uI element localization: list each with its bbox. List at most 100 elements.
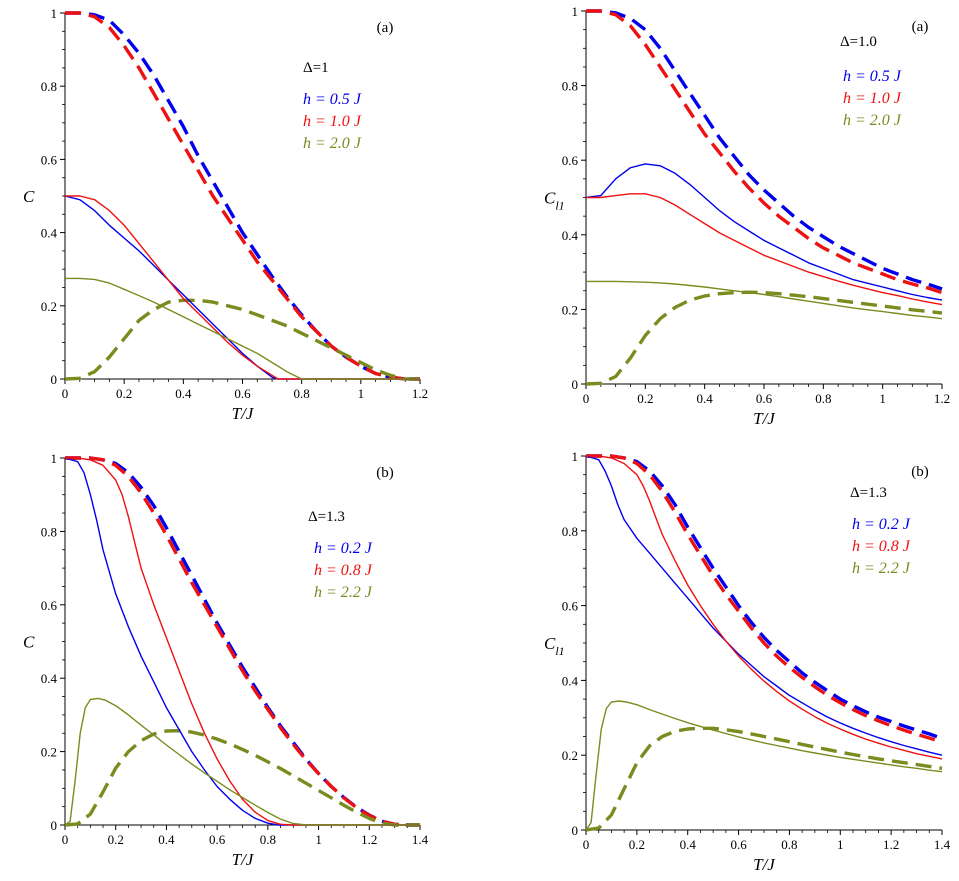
- panel-tag: (b): [376, 465, 394, 481]
- y-tick-label: 0.6: [41, 152, 58, 167]
- y-tick-label: 0.4: [562, 228, 579, 243]
- y-tick-label: 0.4: [562, 673, 579, 688]
- x-tick-label: 0.4: [175, 386, 192, 401]
- delta-label: Δ=1.3: [850, 485, 887, 501]
- x-tick-label: 0.2: [116, 386, 132, 401]
- legend-entry-red: h = 0.8 J: [314, 562, 373, 579]
- y-tick-label: 1: [572, 449, 579, 464]
- y-axis-label-subscript: l1: [555, 199, 564, 213]
- series-line-red-solid: [586, 193, 943, 306]
- legend-entry-olive: h = 2.0 J: [843, 112, 902, 129]
- y-tick-label: 0.6: [562, 153, 579, 168]
- x-axis-label: T/J: [753, 409, 776, 428]
- y-tick-label: 0.8: [41, 524, 57, 539]
- legend-entry-olive: h = 2.0 J: [303, 135, 362, 152]
- x-tick-label: 0: [583, 391, 590, 406]
- y-tick-label: 0: [51, 372, 58, 387]
- x-tick-label: 1.2: [883, 837, 899, 852]
- series-line-olive-dashed: [585, 726, 943, 832]
- y-tick-label: 1: [51, 451, 58, 466]
- x-tick-label: 1: [315, 832, 322, 847]
- x-tick-label: 1.2: [934, 391, 950, 406]
- y-tick-label: 0.2: [41, 745, 57, 760]
- x-tick-label: 0.6: [234, 386, 251, 401]
- x-tick-label: 1.4: [934, 837, 951, 852]
- chart-panel-2: 0 0.2 0.4 0.6 0.8 1 1.2 0 0.2 0.4 0.6 0.8 1 T/J Cl1 (a)…: [544, 4, 950, 428]
- y-tick-label: 0.8: [562, 524, 578, 539]
- y-axis-label: C: [23, 187, 35, 206]
- x-tick-label: 0.2: [108, 832, 124, 847]
- x-tick-label: 0: [62, 386, 69, 401]
- y-tick-label: 0.4: [41, 226, 58, 241]
- series-line-blue-dashed: [586, 454, 943, 741]
- y-tick-label: 0.6: [41, 598, 58, 613]
- x-tick-label: 0.6: [209, 832, 226, 847]
- series-line-blue-solid: [585, 455, 943, 756]
- series-line-blue-solid: [64, 457, 420, 826]
- y-tick-label: 0.2: [562, 302, 578, 317]
- series-line-blue-dashed: [586, 9, 943, 291]
- x-tick-label: 1.4: [412, 832, 429, 847]
- x-tick-label: 1: [837, 837, 844, 852]
- series-line-red-dashed: [65, 456, 420, 827]
- legend-entry-olive: h = 2.2 J: [852, 560, 911, 577]
- x-tick-label: 0.4: [158, 832, 175, 847]
- delta-label: Δ=1.0: [840, 34, 877, 50]
- x-axis-label: T/J: [232, 404, 255, 423]
- x-tick-label: 1.2: [412, 386, 428, 401]
- series-line-red-dashed: [65, 11, 420, 381]
- series-line-red-dashed: [586, 9, 943, 295]
- y-tick-label: 0: [572, 377, 579, 392]
- panel-tag: (b): [911, 464, 929, 480]
- y-tick-label: 0.2: [41, 299, 57, 314]
- x-tick-label: 0.2: [629, 837, 645, 852]
- y-tick-label: 0: [51, 818, 58, 833]
- y-tick-label: 1: [51, 6, 58, 21]
- x-tick-label: 1: [358, 386, 365, 401]
- legend-entry-red: h = 1.0 J: [303, 113, 362, 130]
- x-tick-label: 1: [879, 391, 886, 406]
- y-axis-label: Cl1: [544, 634, 565, 658]
- x-tick-label: 1.2: [361, 832, 377, 847]
- series-line-olive-dashed: [64, 298, 420, 381]
- series-line-blue-solid: [585, 163, 943, 301]
- chart-panel-1: 0 0.2 0.4 0.6 0.8 1 1.2 0 0.2 0.4 0.6 0.8 1 T/J C (a) Δ=…: [23, 6, 428, 423]
- series-line-olive-solid: [585, 700, 943, 831]
- x-tick-label: 0.8: [781, 837, 797, 852]
- panel-tag: (a): [377, 20, 394, 36]
- series-line-red-solid: [65, 457, 420, 826]
- x-tick-label: 0.4: [680, 837, 697, 852]
- x-tick-label: 0.4: [697, 391, 714, 406]
- legend-entry-red: h = 0.8 J: [852, 538, 911, 555]
- x-axis-label: T/J: [232, 850, 255, 869]
- series-line-olive-solid: [64, 697, 420, 826]
- x-tick-label: 0.8: [294, 386, 310, 401]
- y-tick-label: 0.2: [562, 748, 578, 763]
- y-axis-label: Cl1: [544, 189, 565, 213]
- x-tick-label: 0.6: [730, 837, 747, 852]
- legend-entry-blue: h = 0.2 J: [314, 540, 373, 557]
- legend-entry-blue: h = 0.2 J: [852, 516, 911, 533]
- y-axis-label-subscript: l1: [555, 644, 564, 658]
- series-line-olive-dashed: [64, 729, 420, 827]
- y-tick-label: 0.6: [562, 599, 579, 614]
- y-tick-label: 0.8: [562, 79, 578, 94]
- x-tick-label: 0.8: [260, 832, 276, 847]
- delta-label: Δ=1.3: [308, 509, 345, 525]
- x-tick-label: 0.2: [637, 391, 653, 406]
- legend-entry-blue: h = 0.5 J: [843, 68, 902, 85]
- series-line-blue-dashed: [65, 11, 420, 381]
- chart-panel-4: 0 0.2 0.4 0.6 0.8 1 1.2 1.4 0 0.2 0.4 0.6 0.8 1 T/J Cl1…: [544, 449, 951, 874]
- series-line-red-dashed: [586, 454, 943, 744]
- series-line-red-solid: [586, 455, 943, 760]
- x-tick-label: 0: [583, 837, 590, 852]
- chart-panel-3: 0 0.2 0.4 0.6 0.8 1 1.2 1.4 0 0.2 0.4 0.6 0.8 1 T/J C (b…: [23, 451, 429, 869]
- x-tick-label: 0: [62, 832, 69, 847]
- y-tick-label: 0: [572, 823, 579, 838]
- series-line-olive-dashed: [585, 290, 943, 386]
- delta-label: Δ=1: [303, 60, 329, 76]
- legend-entry-red: h = 1.0 J: [843, 90, 902, 107]
- legend-entry-olive: h = 2.2 J: [314, 584, 373, 601]
- x-tick-label: 0.6: [756, 391, 773, 406]
